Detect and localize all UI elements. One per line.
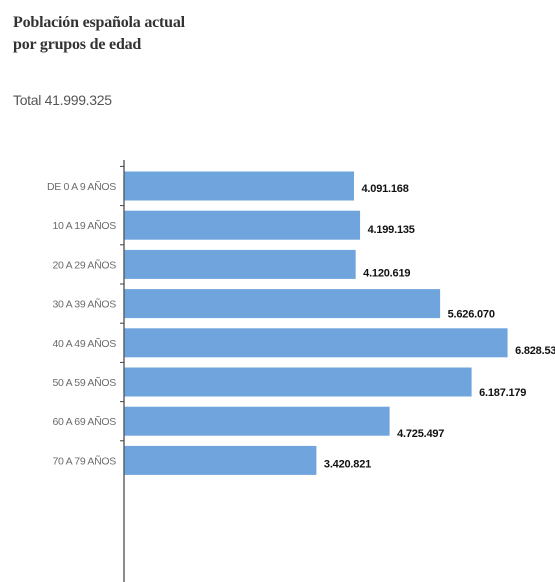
value-label: 4.199.135: [368, 224, 415, 236]
value-label: 6.828.532: [515, 345, 555, 357]
category-label: 70 A 79 AÑOS: [52, 454, 116, 467]
category-label: DE 0 A 9 AÑOS: [47, 180, 116, 193]
chart-title-line-1: Población española actual: [13, 14, 185, 31]
bar: [124, 406, 390, 436]
bar: [124, 249, 356, 279]
value-label: 5.626.070: [448, 309, 495, 321]
value-label: 4.120.619: [363, 267, 410, 279]
value-label: 3.420.821: [324, 458, 371, 470]
bar: [124, 367, 472, 397]
value-label: 4.091.168: [362, 183, 409, 195]
bar: [124, 210, 361, 240]
category-label: 60 A 69 AÑOS: [52, 415, 116, 428]
value-label: 6.187.179: [479, 387, 526, 399]
bar: [124, 171, 355, 201]
category-label: 50 A 59 AÑOS: [52, 376, 116, 389]
category-label: 30 A 39 AÑOS: [52, 298, 116, 311]
bar: [124, 289, 441, 319]
category-label: 40 A 49 AÑOS: [52, 337, 116, 350]
category-label: 10 A 19 AÑOS: [52, 219, 116, 232]
bar: [124, 445, 317, 475]
chart-total: Total 41.999.325: [13, 92, 112, 108]
chart-title-line-2: por grupos de edad: [13, 36, 142, 53]
bar: [124, 328, 508, 358]
value-label: 4.725.497: [397, 428, 444, 440]
category-label: 20 A 29 AÑOS: [52, 258, 116, 271]
chart-title: Población española actual por grupos de …: [13, 12, 273, 56]
